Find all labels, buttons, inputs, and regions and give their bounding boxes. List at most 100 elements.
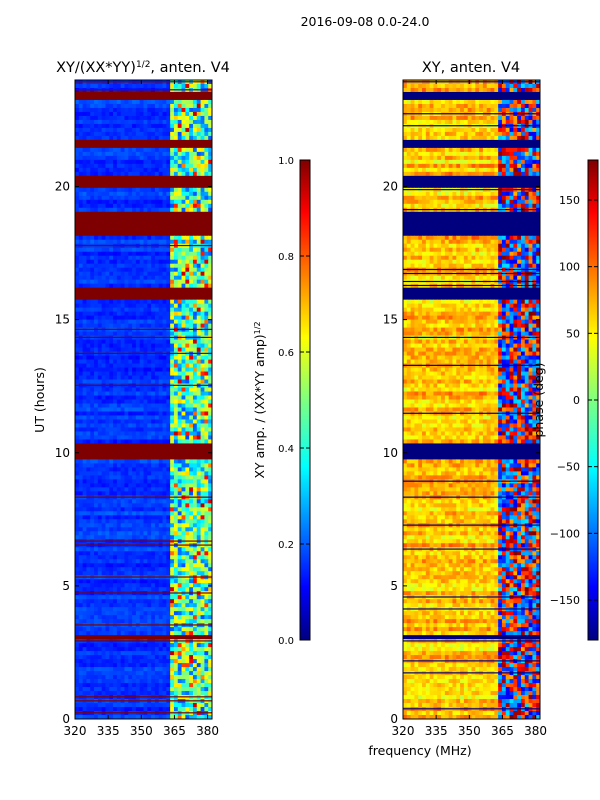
heatmap-cell — [94, 535, 99, 540]
heatmap-cell — [113, 399, 118, 405]
heatmap-cell — [75, 419, 80, 425]
heatmap-cell — [166, 155, 171, 161]
heatmap-cell — [116, 371, 122, 377]
heatmap-cell — [139, 483, 145, 488]
heatmap-cell — [120, 187, 126, 193]
heatmap-cell — [200, 191, 205, 197]
heatmap-cell — [101, 647, 107, 652]
heatmap-cell — [128, 619, 133, 624]
heatmap-cell — [86, 419, 91, 425]
heatmap-cell — [75, 607, 80, 612]
heatmap-cell — [128, 315, 133, 321]
heatmap-cell — [120, 655, 126, 660]
heatmap-cell — [162, 691, 167, 696]
heatmap-cell — [97, 515, 103, 520]
heatmap-cell — [78, 283, 84, 289]
heatmap-cell — [173, 511, 179, 516]
heatmap-cell — [120, 475, 126, 480]
heatmap-cell — [192, 415, 198, 421]
heatmap-cell — [158, 207, 164, 213]
heatmap-cell — [128, 407, 133, 413]
heatmap-cell — [90, 267, 95, 273]
heatmap-cell — [135, 343, 141, 349]
heatmap-cell — [177, 343, 183, 349]
heatmap-cell — [200, 303, 205, 309]
heatmap-cell — [116, 191, 122, 197]
heatmap-flagged-cell — [75, 215, 212, 221]
heatmap-cell — [196, 523, 202, 528]
heatmap-cell — [143, 203, 148, 209]
heatmap-cell — [162, 503, 167, 508]
heatmap-cell — [132, 547, 137, 552]
heatmap-cell — [116, 107, 122, 113]
heatmap-cell — [204, 583, 209, 588]
heatmap-cell — [82, 587, 88, 592]
heatmap-row — [75, 595, 212, 600]
heatmap-cell — [139, 355, 145, 361]
heatmap-cell — [143, 531, 148, 536]
heatmap-cell — [132, 647, 137, 652]
heatmap-cell — [204, 159, 209, 165]
heatmap-cell — [139, 379, 145, 385]
heatmap-cell — [196, 99, 202, 105]
heatmap-cell — [120, 459, 126, 464]
heatmap-cell — [173, 235, 179, 241]
heatmap-cell — [143, 103, 148, 109]
heatmap-cell — [177, 627, 183, 632]
heatmap-cell — [97, 319, 103, 325]
heatmap-cell — [120, 299, 126, 305]
heatmap-cell — [105, 279, 110, 285]
heatmap-cell — [200, 667, 205, 672]
heatmap-cell — [192, 411, 198, 417]
heatmap-cell — [181, 99, 186, 105]
heatmap-cell — [177, 403, 183, 409]
heatmap-cell — [170, 579, 175, 584]
heatmap-cell — [128, 555, 133, 560]
heatmap-cell — [192, 203, 198, 209]
heatmap-cell — [116, 255, 122, 261]
heatmap-cell — [128, 599, 133, 604]
heatmap-cell — [75, 515, 80, 520]
heatmap-cell — [170, 587, 175, 592]
heatmap-cell — [86, 607, 91, 612]
heatmap-cell — [173, 123, 179, 129]
heatmap-cell — [185, 459, 190, 464]
heatmap-cell — [82, 523, 88, 528]
heatmap-cell — [192, 359, 198, 365]
heatmap-cell — [94, 563, 99, 568]
heatmap-cell — [143, 375, 148, 381]
heatmap-cell — [185, 303, 190, 309]
heatmap-cell — [97, 343, 103, 349]
heatmap-cell — [185, 319, 190, 325]
heatmap-cell — [78, 491, 84, 496]
heatmap-cell — [158, 471, 164, 476]
heatmap-cell — [208, 115, 212, 121]
heatmap-cell — [170, 659, 175, 664]
heatmap-cell — [97, 587, 103, 592]
heatmap-cell — [139, 127, 145, 133]
heatmap-cell — [173, 339, 179, 345]
heatmap-cell — [166, 283, 171, 289]
heatmap-cell — [204, 439, 209, 445]
heatmap-cell — [120, 619, 126, 624]
heatmap-flagged-cell — [75, 295, 212, 301]
heatmap-cell — [105, 355, 110, 361]
heatmap-cell — [192, 419, 198, 425]
heatmap-cell — [147, 107, 152, 113]
heatmap-cell — [189, 407, 194, 413]
heatmap-cell — [90, 159, 95, 165]
heatmap-cell — [90, 131, 95, 137]
heatmap-cell — [120, 159, 126, 165]
heatmap-cell — [143, 471, 148, 476]
heatmap-cell — [120, 579, 126, 584]
heatmap-cell — [75, 259, 80, 265]
heatmap-cell — [139, 563, 145, 568]
heatmap-cell — [82, 487, 88, 492]
heatmap-cell — [82, 615, 88, 620]
heatmap-row — [75, 423, 212, 429]
heatmap-cell — [132, 479, 137, 484]
heatmap-cell — [147, 439, 152, 445]
heatmap-cell — [181, 347, 186, 353]
heatmap-cell — [173, 611, 179, 616]
heatmap-cell — [170, 691, 175, 696]
